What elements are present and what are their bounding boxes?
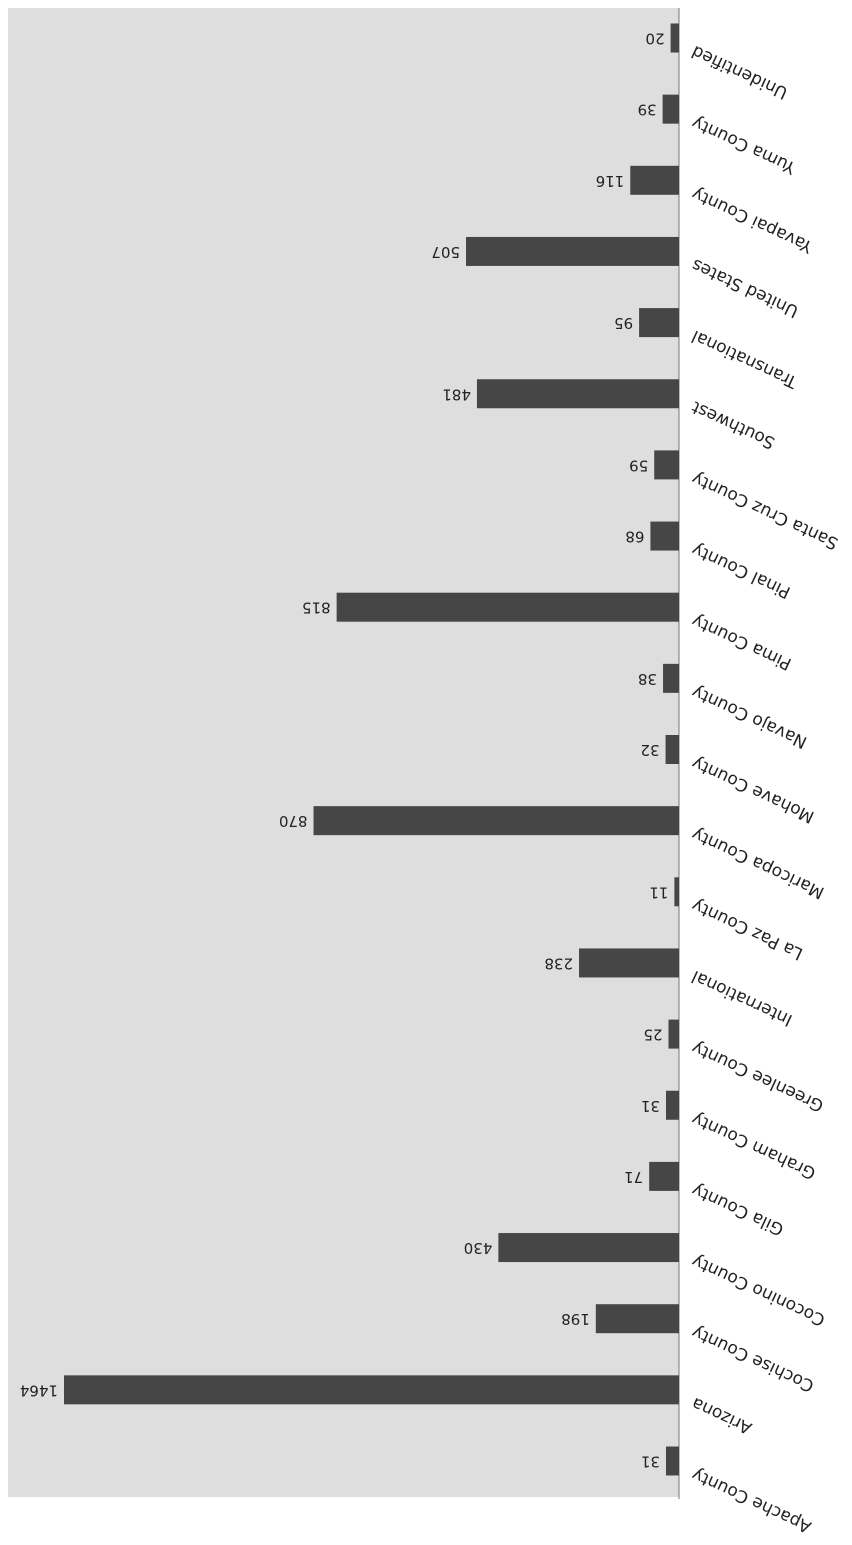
- category-tick-label: Southwest: [688, 397, 778, 453]
- category-tick-label: Cochise County: [689, 1322, 817, 1396]
- data-label: 38: [638, 670, 657, 688]
- category-tick-label: Pinal County: [689, 539, 794, 602]
- bar: [662, 94, 679, 124]
- plot-background: [8, 8, 679, 1497]
- data-label: 68: [625, 528, 644, 546]
- data-label: 481: [442, 385, 471, 403]
- bar: [579, 948, 679, 978]
- bar: [649, 1161, 679, 1191]
- data-label: 59: [629, 456, 648, 474]
- data-label: 11: [649, 883, 668, 901]
- category-tick-label: Santa Cruz County: [689, 468, 842, 553]
- category-tick-label: Yavapai County: [689, 183, 817, 257]
- category-tick-label: Transnational: [689, 326, 802, 393]
- category-tick-label: Arizona: [689, 1393, 755, 1438]
- bar: [595, 1304, 679, 1334]
- bar: [336, 592, 679, 622]
- data-label: 238: [544, 954, 573, 972]
- data-label: 95: [614, 314, 633, 332]
- category-tick-label: Navajo County: [689, 681, 810, 752]
- bar: [64, 1375, 679, 1405]
- category-tick-label: Pima County: [689, 610, 795, 674]
- category-tick-label: Maricopa County: [689, 824, 828, 903]
- category-tick-label: Gila County: [689, 1179, 787, 1239]
- category-tick-label: Coconino County: [689, 1250, 829, 1329]
- data-label: 870: [279, 812, 308, 830]
- bar: [630, 165, 679, 195]
- bar: [498, 1233, 679, 1263]
- bar: [670, 23, 679, 53]
- category-tick-label: Yuma County: [689, 112, 800, 178]
- bar: [313, 806, 679, 836]
- bar: [466, 236, 679, 266]
- category-tick-label: Mohave County: [689, 752, 818, 826]
- category-tick-label: La Paz County: [689, 895, 806, 964]
- category-tick-label: United States: [689, 254, 802, 321]
- category-tick-label: Unidentified: [689, 41, 791, 103]
- bar: [674, 877, 679, 907]
- data-label: 430: [464, 1239, 493, 1257]
- data-label: 71: [624, 1168, 643, 1186]
- bar: [654, 450, 679, 480]
- bar: [665, 1090, 679, 1120]
- data-label: 31: [641, 1097, 660, 1115]
- data-label: 31: [641, 1453, 660, 1471]
- bar: [665, 1446, 679, 1476]
- category-tick-label: Greenlee County: [689, 1037, 827, 1116]
- category-tick-label: Apache County: [689, 1464, 815, 1537]
- data-label: 20: [646, 30, 665, 48]
- bar: [668, 1019, 679, 1049]
- category-tick-label: International: [689, 966, 796, 1030]
- data-label: 198: [561, 1310, 590, 1328]
- bar: [650, 521, 679, 551]
- category-tick-label: Graham County: [689, 1108, 819, 1183]
- data-label: 39: [638, 101, 657, 119]
- data-label: 25: [643, 1026, 662, 1044]
- data-label: 116: [596, 172, 625, 190]
- bar: [476, 379, 679, 409]
- data-label: 32: [640, 741, 659, 759]
- data-label: 507: [431, 243, 460, 261]
- data-label: 1464: [20, 1381, 58, 1399]
- bar: [663, 663, 679, 693]
- data-label: 815: [302, 599, 331, 617]
- bar: [639, 308, 679, 338]
- bar: [665, 735, 679, 764]
